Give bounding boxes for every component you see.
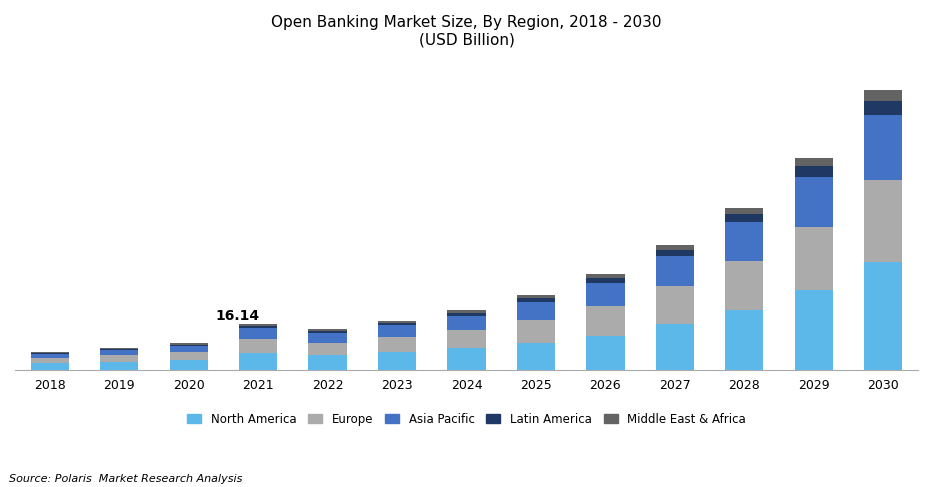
Bar — [864, 115, 902, 180]
Bar — [795, 227, 833, 290]
Bar — [170, 360, 208, 370]
Bar — [864, 101, 902, 115]
Bar — [795, 290, 833, 370]
Bar — [100, 362, 138, 370]
Bar — [239, 328, 277, 339]
Bar — [656, 250, 694, 257]
Bar — [378, 323, 416, 325]
Bar — [170, 346, 208, 352]
Text: Source: Polaris  Market Research Analysis: Source: Polaris Market Research Analysis — [9, 474, 243, 484]
Bar — [448, 349, 485, 370]
Bar — [725, 310, 763, 370]
Bar — [309, 342, 347, 355]
Bar — [309, 355, 347, 370]
Bar — [795, 177, 833, 227]
Bar — [725, 208, 763, 214]
Bar — [517, 295, 555, 298]
Bar — [656, 245, 694, 250]
Bar — [517, 343, 555, 370]
Bar — [100, 348, 138, 349]
Bar — [239, 354, 277, 370]
Bar — [170, 344, 208, 346]
Bar — [448, 310, 485, 313]
Bar — [100, 350, 138, 355]
Bar — [309, 331, 347, 333]
Title: Open Banking Market Size, By Region, 2018 - 2030
(USD Billion): Open Banking Market Size, By Region, 201… — [272, 15, 661, 47]
Bar — [656, 257, 694, 286]
Bar — [864, 262, 902, 370]
Legend: North America, Europe, Asia Pacific, Latin America, Middle East & Africa: North America, Europe, Asia Pacific, Lat… — [181, 407, 752, 431]
Bar — [586, 336, 624, 370]
Text: 16.14: 16.14 — [216, 309, 259, 322]
Bar — [448, 313, 485, 316]
Bar — [517, 302, 555, 319]
Bar — [170, 352, 208, 360]
Bar — [864, 90, 902, 101]
Bar — [239, 326, 277, 328]
Bar — [448, 316, 485, 330]
Bar — [586, 306, 624, 336]
Bar — [725, 214, 763, 223]
Bar — [586, 283, 624, 306]
Bar — [309, 329, 347, 331]
Bar — [239, 324, 277, 326]
Bar — [378, 321, 416, 323]
Bar — [725, 261, 763, 310]
Bar — [795, 158, 833, 167]
Bar — [239, 339, 277, 354]
Bar — [378, 325, 416, 337]
Bar — [31, 363, 69, 370]
Bar — [517, 298, 555, 302]
Bar — [100, 355, 138, 362]
Bar — [100, 349, 138, 350]
Bar — [586, 274, 624, 278]
Bar — [795, 167, 833, 177]
Bar — [31, 354, 69, 358]
Bar — [378, 337, 416, 352]
Bar — [31, 353, 69, 354]
Bar — [656, 324, 694, 370]
Bar — [170, 343, 208, 344]
Bar — [309, 333, 347, 342]
Bar — [31, 358, 69, 363]
Bar — [656, 286, 694, 324]
Bar — [448, 330, 485, 349]
Bar — [31, 352, 69, 353]
Bar — [517, 319, 555, 343]
Bar — [725, 223, 763, 261]
Bar — [586, 278, 624, 283]
Bar — [378, 352, 416, 370]
Bar — [864, 180, 902, 262]
